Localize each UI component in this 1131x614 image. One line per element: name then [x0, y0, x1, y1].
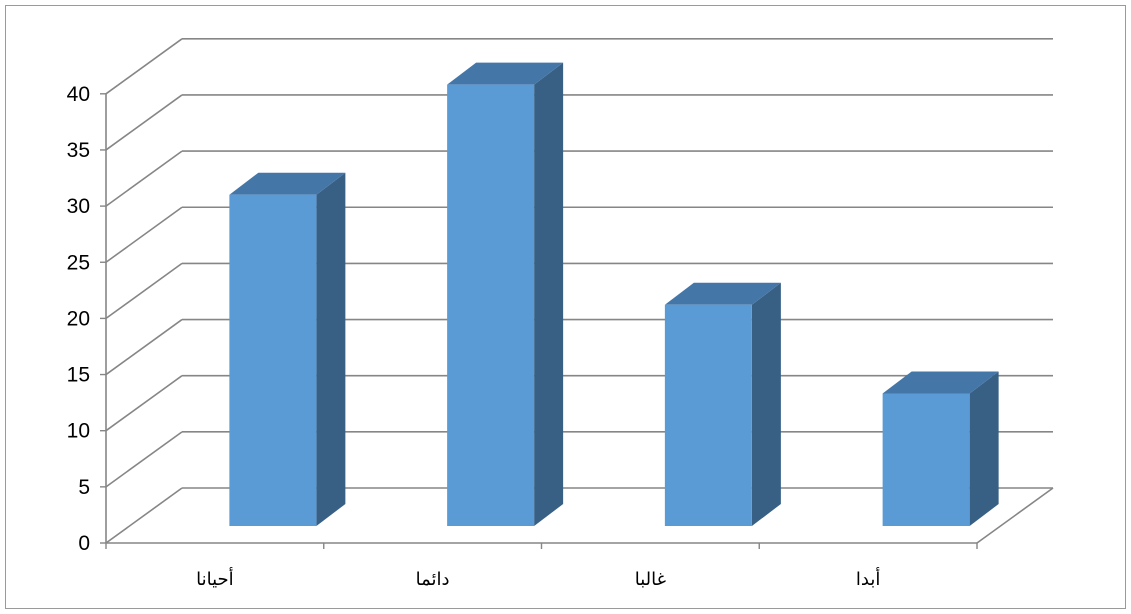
- y-tick-label: 5: [78, 476, 90, 499]
- bar-top: [229, 172, 346, 195]
- bar-side: [751, 282, 781, 526]
- axes: [100, 93, 978, 549]
- bars: [229, 62, 999, 526]
- bar: [664, 282, 781, 526]
- y-tick-label: 0: [78, 532, 90, 555]
- gridline-side: [105, 38, 183, 95]
- bar-top: [447, 62, 564, 85]
- x-category-label: غالبا: [635, 569, 666, 590]
- gridline-side: [105, 375, 183, 432]
- bar: [882, 371, 999, 526]
- gridline-side: [105, 206, 183, 263]
- x-category-label: أبدا: [856, 567, 880, 590]
- bar-front: [664, 304, 752, 526]
- bar-front: [882, 393, 970, 526]
- bar-front: [447, 84, 535, 526]
- bar-side: [316, 172, 346, 526]
- y-tick-label: 40: [67, 83, 90, 106]
- bar: [447, 62, 564, 526]
- bar: [229, 172, 346, 526]
- gridline-side: [105, 150, 183, 207]
- gridline-side: [105, 94, 183, 151]
- y-tick-label: 30: [67, 195, 90, 218]
- x-category-label: أحيانا: [196, 567, 234, 590]
- y-tick-label: 10: [67, 420, 90, 443]
- bar-top: [882, 371, 999, 394]
- gridline-side: [105, 487, 183, 544]
- y-tick-label: 15: [67, 364, 90, 387]
- x-category-label: دائما: [416, 569, 450, 590]
- bar-front: [229, 194, 317, 526]
- bar-top: [664, 282, 781, 305]
- y-tick-label: 35: [67, 139, 90, 162]
- y-axis-tick-labels: 0 5 10 15 20 25 30 35 40: [67, 83, 90, 555]
- bar-side: [534, 62, 564, 526]
- bar-side: [969, 371, 999, 526]
- y-tick-label: 25: [67, 251, 90, 274]
- y-tick-label: 20: [67, 307, 90, 330]
- floor-right-edge: [976, 487, 1054, 544]
- x-axis-category-labels: أحيانا دائما غالبا أبدا: [196, 567, 880, 590]
- gridline-side: [105, 318, 183, 376]
- gridline-side: [105, 262, 183, 320]
- gridline-side: [105, 431, 183, 488]
